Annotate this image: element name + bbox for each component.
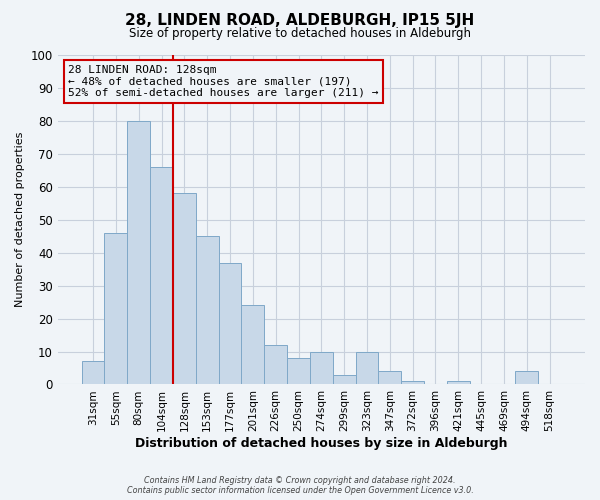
Bar	[104, 233, 127, 384]
Bar	[241, 306, 264, 384]
Bar	[196, 236, 218, 384]
Bar	[264, 345, 287, 385]
X-axis label: Distribution of detached houses by size in Aldeburgh: Distribution of detached houses by size …	[135, 437, 508, 450]
Text: 28 LINDEN ROAD: 128sqm
← 48% of detached houses are smaller (197)
52% of semi-de: 28 LINDEN ROAD: 128sqm ← 48% of detached…	[68, 65, 379, 98]
Bar	[127, 121, 150, 384]
Bar	[287, 358, 310, 384]
Bar	[82, 362, 104, 384]
Bar	[310, 352, 333, 384]
Bar	[150, 167, 173, 384]
Text: Contains HM Land Registry data © Crown copyright and database right 2024.
Contai: Contains HM Land Registry data © Crown c…	[127, 476, 473, 495]
Y-axis label: Number of detached properties: Number of detached properties	[15, 132, 25, 308]
Bar	[218, 262, 241, 384]
Bar	[401, 381, 424, 384]
Bar	[356, 352, 379, 384]
Bar	[379, 372, 401, 384]
Text: 28, LINDEN ROAD, ALDEBURGH, IP15 5JH: 28, LINDEN ROAD, ALDEBURGH, IP15 5JH	[125, 12, 475, 28]
Text: Size of property relative to detached houses in Aldeburgh: Size of property relative to detached ho…	[129, 28, 471, 40]
Bar	[515, 372, 538, 384]
Bar	[447, 381, 470, 384]
Bar	[333, 374, 356, 384]
Bar	[173, 194, 196, 384]
